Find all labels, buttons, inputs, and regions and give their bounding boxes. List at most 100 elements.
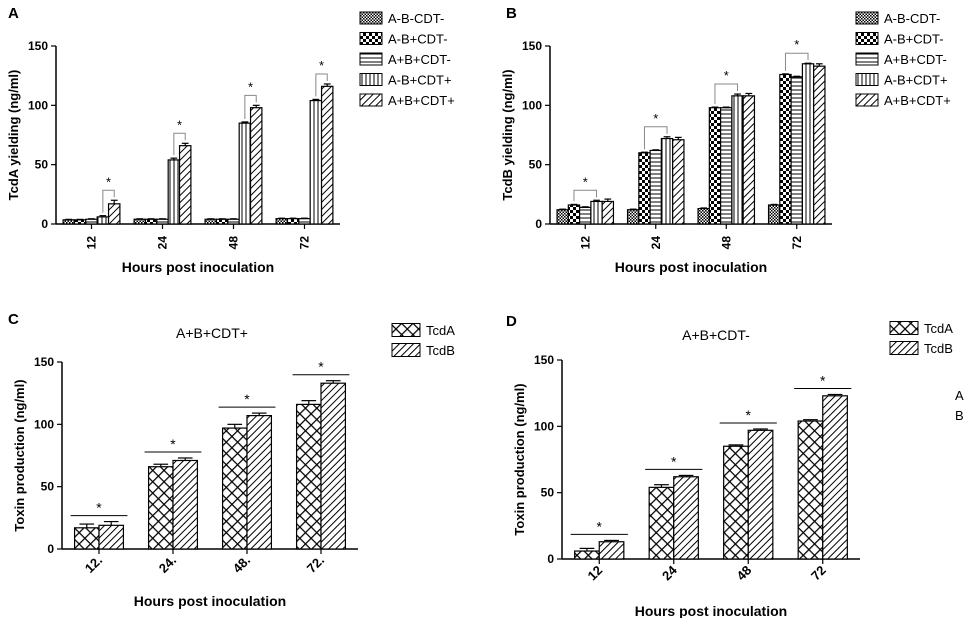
x-tick-label: 24.: [156, 553, 179, 576]
bar-TcdA-12.: [73, 527, 100, 550]
bar-A-B+CDT+-12: [590, 200, 603, 225]
y-tick-label: 100: [534, 419, 554, 433]
bar-A-B-CDT--12: [62, 219, 76, 225]
legend: A-B-CDT- A-B+CDT- A+B+CDT- A-B+CDT+ A+B+CDT+: [359, 11, 455, 108]
x-tick-label: 72: [298, 236, 312, 250]
y-tick-label: 50: [541, 486, 555, 500]
bar-A-B+CDT+-72: [801, 63, 815, 225]
bar-TcdA-24.: [147, 466, 174, 550]
x-axis-label: Hours post inoculation: [635, 603, 787, 618]
y-tick-label: 0: [41, 217, 48, 231]
legend-label: TcdA: [426, 323, 455, 338]
x-axis-label: Hours post inoculation: [122, 259, 274, 275]
y-axis-label: TcdA yielding (ng/ml): [6, 70, 21, 201]
panel-d: D A+B+CDT- 0 50 100 150 Toxin production (ng/m…: [506, 313, 964, 618]
stray-text: B: [955, 408, 964, 423]
significance-bracket: [173, 132, 186, 156]
legend-swatch: [359, 73, 383, 86]
bar-A+B+CDT+-48: [249, 107, 263, 225]
bar-A+B+CDT--72: [298, 218, 311, 225]
x-tick-label: 72: [790, 236, 804, 250]
significance-star: *: [318, 359, 324, 375]
panel-b: B 0 50 100 150 TcdB yielding (ng/ml) 12 24 48 72 *…: [500, 5, 951, 275]
legend-swatch: [855, 93, 879, 107]
significance-bracket: [102, 189, 115, 213]
bar-A-B+CDT+-24: [660, 137, 674, 225]
bar-TcdA-72.: [295, 403, 322, 550]
y-tick-label: 0: [547, 552, 554, 566]
x-tick-label: 48: [734, 563, 755, 584]
significance-star: *: [177, 117, 182, 132]
significance-bracket: [244, 94, 257, 119]
legend: TcdA TcdB: [391, 323, 455, 358]
bar-A-B+CDT--72: [286, 218, 300, 225]
y-tick-label: 0: [535, 217, 542, 231]
bar-A-B+CDT--48: [215, 218, 229, 225]
bar-A+B+CDT+-72: [320, 85, 334, 225]
legend-label: A-B+CDT-: [388, 32, 448, 47]
significance-bracket: [784, 52, 809, 71]
legend: TcdA TcdB: [889, 321, 953, 356]
bar-A+B+CDT--48: [720, 107, 733, 225]
y-tick-label: 100: [34, 417, 54, 431]
legend-label: A+B+CDT+: [884, 93, 951, 108]
bar-A-B+CDT--48: [708, 107, 722, 225]
bar-A-B-CDT--48: [204, 218, 218, 225]
significance-bracket: [714, 83, 739, 105]
bar-A+B+CDT+-24: [178, 145, 192, 225]
significance-bracket: [643, 126, 668, 150]
x-axis-label: Hours post inoculation: [134, 593, 286, 609]
bar-A-B+CDT--72: [779, 73, 792, 225]
x-tick-label: 24: [156, 236, 170, 250]
legend-label: A-B-CDT-: [388, 11, 444, 26]
bar-A-B+CDT+-48: [731, 95, 744, 225]
x-tick-label: 24: [649, 236, 663, 250]
bar-TcdA-24: [648, 486, 675, 560]
panel-a: A 0 50 100 150 TcdA yielding (ng/ml) 12 24 48 72 *…: [6, 5, 455, 275]
bar-A+B+CDT--24: [156, 218, 169, 225]
legend-label: TcdB: [924, 341, 953, 356]
significance-bracket: [573, 189, 598, 202]
bar-A-B-CDT--72: [767, 204, 781, 225]
legend-swatch: [855, 32, 879, 45]
legend-swatch: [889, 341, 919, 355]
significance-star: *: [583, 174, 588, 189]
significance-star: *: [244, 391, 250, 407]
y-tick-label: 100: [522, 98, 542, 112]
x-axis-label: Hours post inoculation: [615, 259, 767, 275]
y-tick-label: 150: [28, 39, 48, 53]
bar-TcdA-48.: [221, 427, 248, 550]
x-tick-label: 72.: [304, 553, 327, 576]
legend-label: A-B+CDT+: [388, 73, 452, 88]
legend-swatch: [359, 93, 383, 107]
legend-label: A+B+CDT-: [388, 52, 451, 67]
legend-swatch: [359, 11, 383, 25]
x-tick-label: 12.: [82, 553, 105, 576]
bar-TcdB-72.: [320, 382, 347, 550]
bar-A-B+CDT--12: [567, 204, 581, 225]
bar-TcdB-24: [673, 476, 699, 560]
significance-star: *: [820, 372, 826, 388]
x-tick-label: 24: [659, 562, 680, 583]
x-tick-label: 48.: [230, 553, 253, 576]
x-tick-label: 72: [808, 563, 829, 584]
significance-star: *: [248, 79, 253, 94]
stray-text: A: [955, 388, 964, 403]
legend-swatch: [855, 11, 879, 25]
legend-label: A-B-CDT-: [884, 11, 940, 26]
x-tick-label: 12: [85, 236, 99, 250]
bar-A-B-CDT--24: [133, 218, 147, 225]
legend-swatch: [889, 321, 919, 335]
bar-A+B+CDT+-48: [742, 95, 756, 225]
x-tick-label: 12: [578, 236, 592, 250]
bar-TcdB-12: [598, 541, 625, 560]
legend-label: TcdA: [924, 321, 953, 336]
legend-swatch: [359, 52, 383, 66]
significance-star: *: [597, 518, 603, 534]
y-axis-label: TcdB yielding (ng/ml): [500, 69, 515, 200]
bar-A+B+CDT--24: [649, 149, 662, 225]
y-tick-label: 150: [522, 39, 542, 53]
legend: A-B-CDT- A-B+CDT- A+B+CDT- A-B+CDT+ A+B+CDT+: [855, 11, 951, 108]
legend-swatch: [391, 343, 421, 357]
y-tick-label: 50: [529, 158, 543, 172]
